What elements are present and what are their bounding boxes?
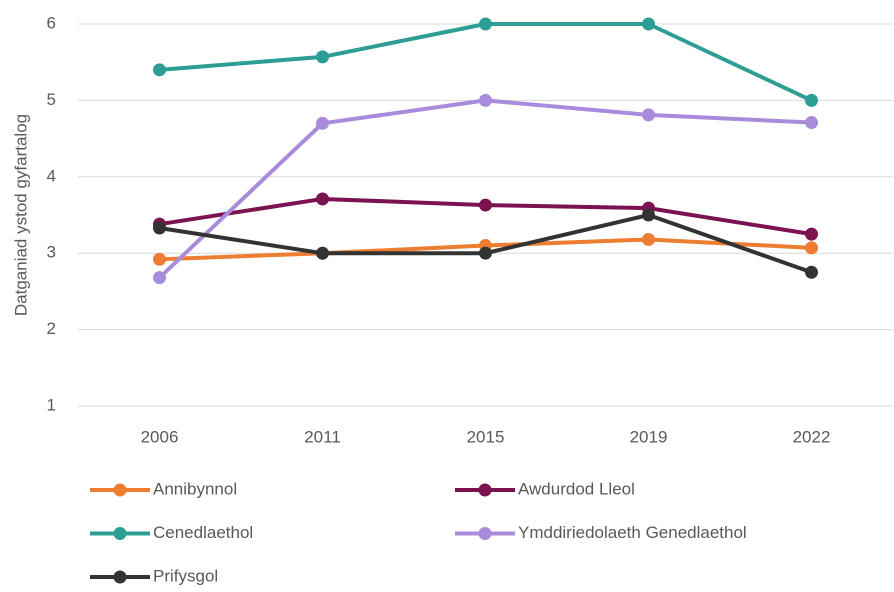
legend-label: Cenedlaethol (153, 523, 253, 542)
y-tick-label: 2 (47, 319, 56, 338)
y-tick-label: 5 (47, 90, 56, 109)
data-point (153, 271, 166, 285)
data-point (642, 108, 655, 122)
data-point (316, 192, 329, 206)
legend-label: Awdurdod Lleol (518, 479, 635, 498)
data-point (642, 17, 655, 31)
data-point (642, 232, 655, 246)
y-axis-label: Datganiad ystod gyfartalog (11, 114, 30, 316)
legend-label: Annibynnol (153, 479, 237, 498)
y-tick-label: 6 (47, 13, 56, 32)
y-tick-label: 1 (47, 395, 56, 414)
x-tick-label: 2015 (467, 427, 505, 446)
data-point (153, 63, 166, 77)
data-point (153, 221, 166, 235)
y-tick-label: 3 (47, 243, 56, 262)
data-point (805, 241, 818, 255)
legend-marker (113, 570, 127, 584)
data-point (479, 246, 492, 260)
data-point (316, 116, 329, 130)
data-point (805, 93, 818, 107)
legend-label: Ymddiriedolaeth Genedlaethol (518, 523, 747, 542)
x-tick-label: 2022 (793, 427, 831, 446)
y-tick-label: 4 (47, 166, 56, 185)
data-point (805, 265, 818, 279)
data-point (805, 227, 818, 241)
data-point (479, 17, 492, 31)
legend-marker (478, 483, 492, 497)
legend-label: Prifysgol (153, 566, 218, 585)
data-point (479, 198, 492, 212)
data-point (316, 246, 329, 260)
legend-marker (113, 483, 127, 497)
data-point (153, 252, 166, 266)
data-point (805, 116, 818, 130)
legend-marker (113, 527, 127, 540)
series-line (159, 22, 813, 103)
x-tick-label: 2006 (141, 427, 179, 446)
data-point (316, 50, 329, 64)
data-point (479, 93, 492, 107)
x-tick-label: 2019 (630, 427, 668, 446)
legend-marker (478, 527, 492, 540)
x-tick-label: 2011 (304, 427, 341, 446)
data-point (642, 208, 655, 222)
